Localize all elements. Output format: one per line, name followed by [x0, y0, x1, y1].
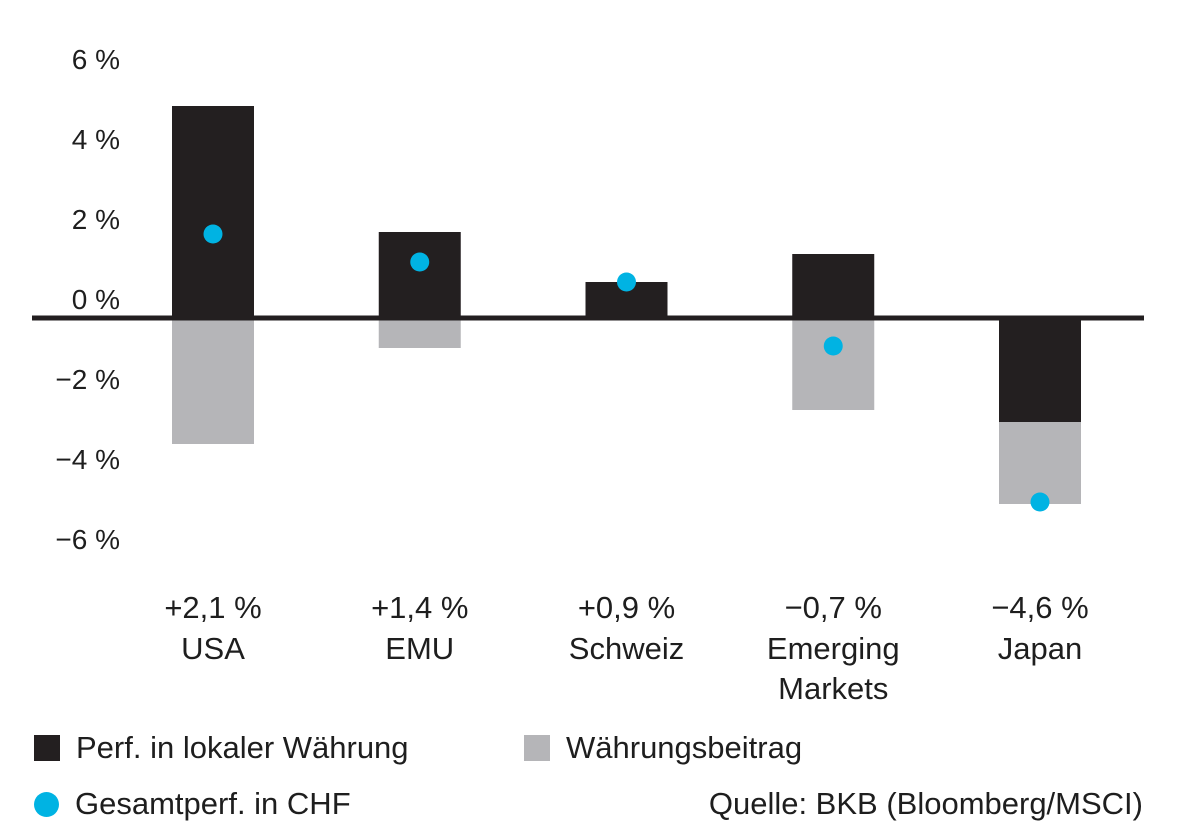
- category-name-label: USA: [181, 631, 245, 666]
- legend-swatch-currency: [524, 735, 550, 761]
- legend-dot-total: [34, 791, 59, 817]
- legend-item-total: Gesamtperf. in CHF: [34, 786, 351, 822]
- legend-label-total: Gesamtperf. in CHF: [75, 786, 351, 821]
- legend-item-currency: Währungsbeitrag: [524, 730, 802, 766]
- category-name-label: Emerging: [767, 631, 900, 666]
- legend-swatch-local: [34, 735, 60, 761]
- legend-label-local: Perf. in lokaler Währung: [76, 730, 409, 765]
- y-tick-label: 0 %: [72, 284, 120, 315]
- legend-label-currency: Währungsbeitrag: [566, 730, 803, 765]
- y-tick-label: −2 %: [55, 364, 120, 395]
- category-name-label: Japan: [998, 631, 1082, 666]
- category-name-label: Schweiz: [569, 631, 684, 666]
- y-tick-label: −4 %: [55, 444, 120, 475]
- y-axis-ticks: 6 % 4 % 2 % 0 % −2 % −4 % −6 %: [55, 44, 120, 555]
- category-total-label: −0,7 %: [785, 590, 882, 625]
- bar-currency: [792, 318, 875, 410]
- y-tick-label: 4 %: [72, 124, 120, 155]
- category-total-label: −4,6 %: [991, 590, 1088, 625]
- category-name-label: EMU: [385, 631, 454, 666]
- bar-local: [172, 106, 254, 318]
- category-total-label: +1,4 %: [371, 590, 468, 625]
- category-labels: +2,1 % USA +1,4 % EMU +0,9 % Schweiz −0,7 % Eme…: [164, 590, 1088, 706]
- source-note: Quelle: BKB (Bloomberg/MSCI): [708, 786, 1143, 821]
- total-dot: [823, 336, 843, 356]
- total-dot: [1030, 492, 1050, 512]
- total-dot: [203, 224, 223, 244]
- bar-currency: [172, 318, 254, 444]
- total-dots: [203, 224, 1050, 512]
- legend-item-local: Perf. in lokaler Währung: [34, 730, 409, 766]
- y-tick-label: −6 %: [55, 524, 120, 555]
- y-tick-label: 2 %: [72, 204, 120, 235]
- category-name-label: Markets: [778, 671, 888, 706]
- total-dot: [410, 252, 430, 272]
- bar-local: [378, 232, 461, 318]
- total-dot: [617, 272, 636, 292]
- bar-currency: [999, 422, 1081, 504]
- chart: 6 % 4 % 2 % 0 % −2 % −4 % −6 % +2,1 % USA +1,4 %…: [32, 44, 1144, 706]
- category-total-label: +0,9 %: [578, 590, 675, 625]
- y-tick-label: 6 %: [72, 44, 120, 75]
- category-total-label: +2,1 %: [164, 590, 261, 625]
- bar-currency: [378, 318, 461, 348]
- bar-local: [999, 318, 1081, 422]
- bars: [172, 106, 1081, 504]
- bar-local: [792, 254, 875, 318]
